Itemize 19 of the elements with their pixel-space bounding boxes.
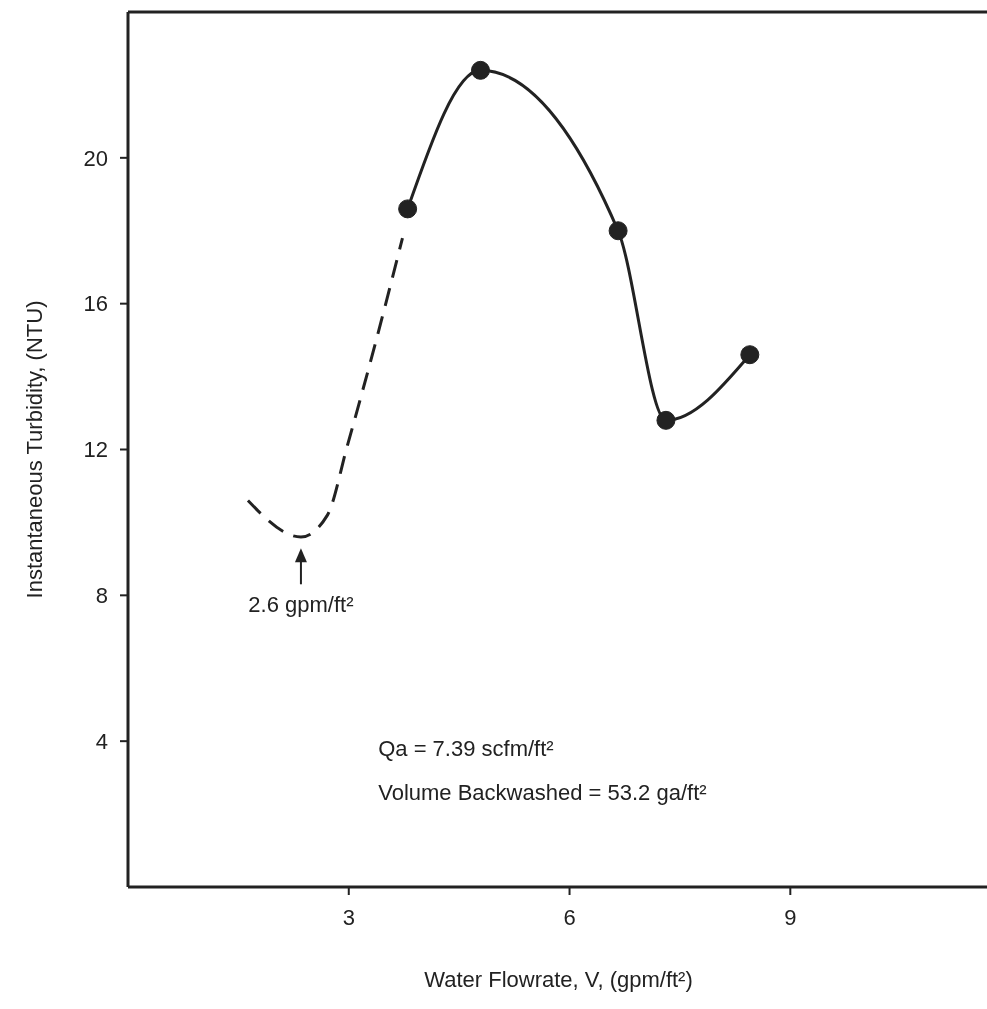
- y-tick-label: 20: [83, 145, 108, 171]
- annotation: Qa = 7.39 scfm/ft²: [378, 735, 554, 761]
- x-tick-label: 3: [342, 904, 355, 930]
- y-tick-label: 16: [83, 291, 108, 317]
- x-axis-title: Water Flowrate, V, (gpm/ft²): [424, 967, 693, 992]
- point: [740, 345, 760, 365]
- annotation: 2.6 gpm/ft²: [248, 592, 354, 618]
- point: [608, 221, 628, 241]
- line-series: [246, 236, 404, 539]
- annotation: Volume Backwashed = 53.2 ga/ft²: [378, 779, 707, 805]
- x-tick-label: 9: [784, 904, 797, 930]
- x-tick-label: 6: [563, 904, 576, 930]
- point: [656, 410, 676, 430]
- y-axis-title: Instantaneous Turbidity, (NTU): [21, 300, 47, 599]
- y-tick-label: 8: [95, 583, 108, 609]
- point: [398, 199, 418, 219]
- point: [471, 60, 490, 80]
- y-tick-label: 12: [83, 437, 108, 463]
- y-tick-label: 4: [95, 728, 108, 754]
